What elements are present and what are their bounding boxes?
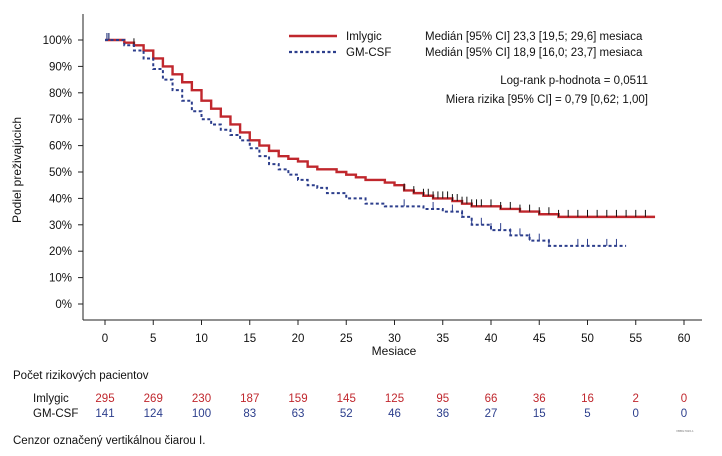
x-tick-label: 35 <box>436 333 449 345</box>
y-axis-label: Podiel preživajúcich <box>10 117 24 223</box>
risk-value: 15 <box>533 408 546 420</box>
annotation-logrank: Log-rank p-hodnota = 0,0511 <box>500 75 648 87</box>
y-ticks: 0% 10% 20% 30% 40% 50% 60% 70% 80% 90% 100% <box>43 35 83 311</box>
x-tick-label: 0 <box>102 333 108 345</box>
risk-value: 230 <box>192 393 211 405</box>
x-tick-label: 10 <box>195 333 208 345</box>
x-tick-label: 45 <box>533 333 546 345</box>
risk-value: 95 <box>436 393 449 405</box>
x-tick-label: 30 <box>388 333 401 345</box>
risk-value: 0 <box>681 393 687 405</box>
risk-value: 46 <box>388 408 401 420</box>
risk-value: 0 <box>681 408 687 420</box>
x-tick-label: 50 <box>581 333 594 345</box>
risk-value: 187 <box>240 393 259 405</box>
risk-value: 295 <box>95 393 114 405</box>
x-tick-label: 20 <box>292 333 305 345</box>
y-tick-label: 20% <box>49 246 72 258</box>
x-tick-label: 55 <box>629 333 642 345</box>
x-ticks: 0 5 10 15 20 25 30 35 40 45 50 55 60 <box>102 320 691 345</box>
risk-row-label-gm-csf: GM-CSF <box>33 408 78 420</box>
risk-row-label-imlygic: Imlygic <box>33 393 69 405</box>
risk-value: 83 <box>243 408 256 420</box>
risk-value: 141 <box>95 408 114 420</box>
y-tick-label: 70% <box>49 114 72 126</box>
y-tick-label: 60% <box>49 141 72 153</box>
risk-value: 125 <box>385 393 404 405</box>
risk-value: 124 <box>144 408 164 420</box>
risk-value: 0 <box>633 408 639 420</box>
x-axis-label: Mesiace <box>372 344 417 358</box>
risk-value: 16 <box>581 393 594 405</box>
risk-value: 2 <box>633 393 639 405</box>
y-tick-label: 90% <box>49 61 72 73</box>
risk-value: 36 <box>533 393 546 405</box>
y-tick-label: 0% <box>55 299 72 311</box>
legend-label-gm-csf: GM-CSF <box>346 47 391 59</box>
x-tick-label: 25 <box>340 333 353 345</box>
risk-value: 145 <box>337 393 356 405</box>
risk-value: 52 <box>340 408 353 420</box>
y-tick-label: 40% <box>49 193 72 205</box>
x-tick-label: 15 <box>243 333 256 345</box>
risk-value: 36 <box>436 408 449 420</box>
risk-values: 295 269 230 187 159 145 125 95 66 36 16 2 0 141 124 100… <box>95 393 687 420</box>
y-tick-label: 100% <box>43 35 72 47</box>
risk-value: 5 <box>584 408 590 420</box>
risk-value: 100 <box>192 408 211 420</box>
risk-value: 66 <box>485 393 498 405</box>
risk-table-title: Počet rizikových pacientov <box>13 370 149 382</box>
legend-stat-imlygic: Medián [95% CI] 23,3 [19,5; 29,6] mesiac… <box>425 31 643 43</box>
x-tick-label: 5 <box>150 333 156 345</box>
legend-label-imlygic: Imlygic <box>346 31 382 43</box>
risk-value: 159 <box>288 393 307 405</box>
y-tick-label: 80% <box>49 88 72 100</box>
risk-value: 63 <box>292 408 305 420</box>
x-tick-label: 60 <box>678 333 691 345</box>
y-tick-label: 30% <box>49 220 72 232</box>
legend-stat-gm-csf: Medián [95% CI] 18,9 [16,0; 23,7] mesiac… <box>425 47 643 59</box>
series-line-imlygic <box>105 38 656 219</box>
series-layer <box>105 33 656 247</box>
y-tick-label: 10% <box>49 273 72 285</box>
y-tick-label: 50% <box>49 167 72 179</box>
annotation-hazard-ratio: Miera rizika [95% CI] = 0,79 [0,62; 1,00… <box>446 94 648 106</box>
risk-value: 27 <box>485 408 498 420</box>
legend: Imlygic Medián [95% CI] 23,3 [19,5; 29,6… <box>289 31 643 59</box>
x-tick-label: 40 <box>485 333 498 345</box>
corner-code: VBBG7026-1 <box>676 429 694 433</box>
risk-value: 269 <box>144 393 163 405</box>
footnote: Cenzor označený vertikálnou čiarou I. <box>13 435 205 447</box>
